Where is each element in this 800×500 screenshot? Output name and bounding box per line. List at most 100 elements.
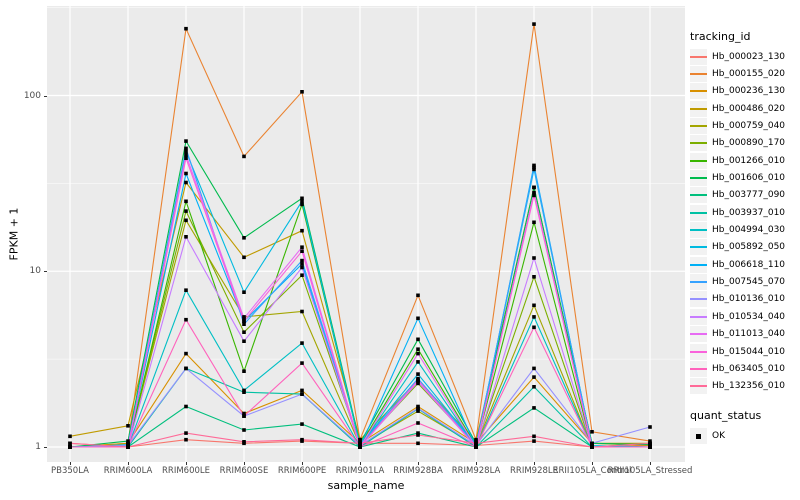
x-tick-label: RRIM600LA [103, 466, 153, 476]
legend-key [690, 326, 707, 343]
data-point [242, 319, 246, 323]
data-point [532, 220, 536, 225]
data-point [648, 445, 652, 449]
data-point [184, 351, 188, 356]
data-point [242, 339, 246, 343]
data-point [184, 431, 188, 435]
data-point [416, 293, 420, 298]
data-point [532, 315, 536, 319]
x-tick-mark [70, 462, 71, 465]
data-point [300, 199, 304, 204]
x-tick-label: RRIM600SE [219, 466, 269, 476]
data-point [532, 163, 536, 168]
x-tick-label: RRII105LA_Stressed [607, 466, 693, 476]
legend-item: Hb_003777_090 [690, 187, 800, 204]
data-point [416, 337, 420, 342]
data-point [300, 245, 304, 249]
data-point [68, 441, 72, 446]
legend-label: Hb_000023_130 [712, 51, 786, 62]
y-tick-mark [44, 271, 47, 273]
legend-item: Hb_005892_050 [690, 239, 800, 256]
x-tick-mark [476, 462, 477, 465]
legend-item: Hb_001266_010 [690, 152, 800, 169]
legend-label: Hb_000890_170 [712, 138, 786, 149]
legend-item: Hb_000890_170 [690, 135, 800, 152]
legend-label: Hb_000486_020 [712, 103, 786, 114]
data-point [648, 441, 652, 446]
x-tick-label: RRII105LA_Control [552, 466, 632, 476]
data-point [532, 439, 536, 443]
legend-key [690, 378, 707, 395]
data-point [590, 430, 594, 434]
data-point [300, 228, 304, 233]
data-point [68, 445, 72, 449]
legend-label: Hb_063405_010 [712, 363, 786, 374]
data-point [416, 347, 420, 351]
data-point [532, 303, 536, 308]
legend-line-swatch [690, 246, 707, 249]
data-point [300, 249, 304, 253]
x-tick-label: RRIM600PE [277, 466, 327, 476]
data-point [242, 322, 246, 326]
data-point [532, 193, 536, 198]
legend-line-swatch [690, 350, 707, 353]
data-point [416, 409, 420, 413]
x-tick-mark [244, 462, 245, 465]
data-point [242, 414, 246, 418]
x-tick-mark [360, 462, 361, 465]
legend-line-swatch [690, 142, 707, 145]
legend-key [690, 239, 707, 256]
data-point [532, 256, 536, 260]
plot-canvas [47, 6, 685, 462]
y-tick-mark [44, 447, 47, 448]
data-point [300, 265, 304, 270]
data-point [416, 441, 420, 446]
legend-line-swatch [690, 298, 707, 301]
x-tick-mark [128, 462, 129, 465]
legend-item: Hb_011013_040 [690, 326, 800, 343]
data-point [184, 209, 188, 213]
legend-key [690, 152, 707, 169]
data-point [416, 351, 420, 356]
data-point [532, 167, 536, 172]
legend-item: Hb_003937_010 [690, 204, 800, 221]
x-tick-mark [418, 462, 419, 465]
data-point [300, 422, 304, 426]
x-tick-label: RRIM928LE [510, 466, 558, 476]
data-point [648, 425, 652, 429]
legend-key [690, 66, 707, 83]
legend-label: Hb_001266_010 [712, 155, 786, 166]
data-point [416, 406, 420, 411]
legend-item: Hb_000486_020 [690, 100, 800, 117]
data-point [126, 439, 130, 443]
legend-line-swatch [690, 177, 707, 180]
legend-key [690, 360, 707, 377]
legend-key [690, 48, 707, 65]
data-point [590, 441, 594, 446]
data-point [532, 325, 536, 330]
legend-item: Hb_000759_040 [690, 117, 800, 135]
data-point [532, 434, 536, 439]
data-point [416, 433, 420, 437]
legend-item: Hb_015044_010 [690, 343, 800, 360]
legend-key [690, 187, 707, 204]
legend-label: Hb_001606_010 [712, 173, 786, 184]
legend-item: Hb_000236_130 [690, 83, 800, 100]
legend-line-swatch [690, 315, 707, 318]
legend-label: Hb_010136_010 [712, 294, 786, 305]
legend-item: Hb_010534_040 [690, 308, 800, 325]
point-legend-title: quant_status [690, 408, 762, 422]
data-point [416, 316, 420, 321]
x-tick-label: RRIM928LA [451, 466, 501, 476]
y-axis-title: FPKM + 1 [7, 207, 21, 261]
legend-line-swatch [690, 281, 707, 284]
legend-key [690, 170, 707, 187]
data-point [242, 440, 246, 444]
legend-key [690, 83, 707, 100]
data-point [300, 196, 304, 201]
legend-line-swatch [690, 211, 707, 214]
data-point [416, 360, 420, 364]
legend-label: Hb_015044_010 [712, 346, 786, 357]
x-tick-label: RRIM600LE [162, 466, 210, 476]
